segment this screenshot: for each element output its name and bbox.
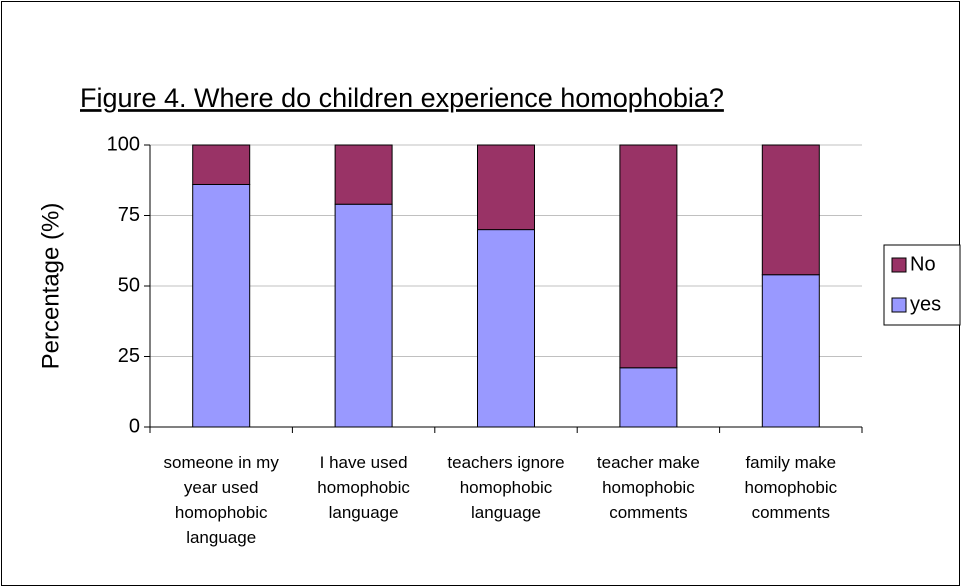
x-tick-label: teacher make homophobic comments [597, 453, 700, 522]
legend-swatch [891, 257, 907, 273]
bar-segment [477, 144, 535, 231]
y-tick-label: 25 [118, 345, 140, 367]
y-tick-label: 50 [118, 274, 140, 296]
x-tick-label: teachers ignore homophobic language [447, 453, 564, 522]
x-tick-label: family make homophobic comments [744, 453, 837, 522]
bar-segment [761, 144, 820, 276]
y-tick-label: 100 [107, 133, 140, 155]
bar-segment [192, 183, 251, 428]
y-tick-label: 0 [129, 415, 140, 437]
bar-segment [619, 144, 678, 369]
bar-segment [477, 229, 535, 428]
bar-segment [192, 144, 251, 185]
bar-segment [334, 144, 393, 205]
x-tick-label: someone in my year used homophobic language [164, 453, 280, 547]
legend-label: yes [910, 293, 941, 315]
bar-segment [761, 274, 820, 428]
legend-swatch [891, 297, 907, 313]
legend-label: No [910, 253, 936, 275]
bar-segment [619, 367, 678, 428]
y-axis-label: Percentage (%) [37, 203, 64, 370]
x-tick-label: I have used homophobic language [317, 453, 410, 522]
y-tick-label: 75 [118, 204, 140, 226]
bar-segment [334, 203, 393, 428]
chart-title: Figure 4. Where do children experience h… [80, 83, 724, 113]
